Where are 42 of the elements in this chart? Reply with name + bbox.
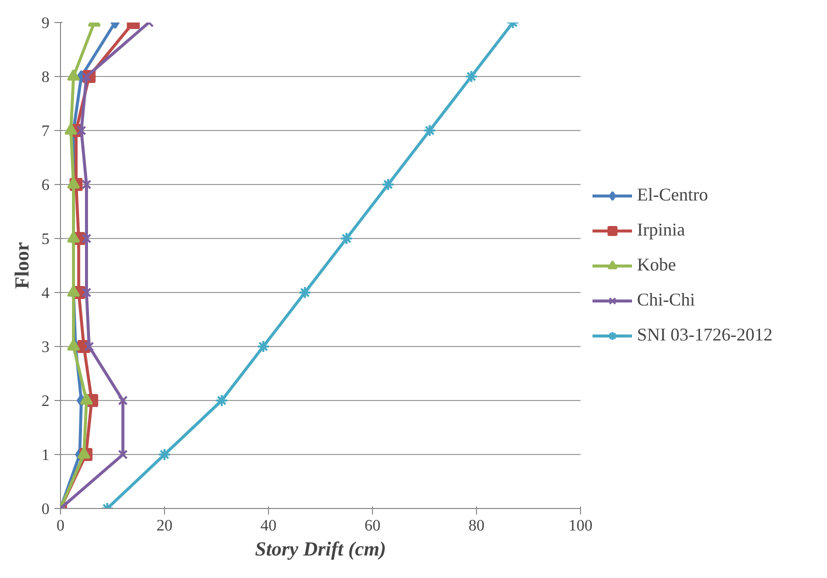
x-tick-label: 100 bbox=[568, 518, 592, 534]
y-tick-label: 9 bbox=[42, 15, 50, 32]
y-tick-label: 6 bbox=[42, 177, 50, 194]
point bbox=[67, 69, 80, 81]
legend-label: Kobe bbox=[637, 254, 676, 276]
x-tick-label: 0 bbox=[56, 518, 64, 534]
point bbox=[464, 70, 478, 83]
y-tick-label: 2 bbox=[42, 393, 50, 410]
legend-label: Chi-Chi bbox=[637, 290, 696, 310]
point bbox=[82, 234, 92, 244]
y-axis-title: Floor bbox=[12, 242, 34, 289]
point bbox=[382, 178, 395, 191]
point bbox=[118, 396, 128, 406]
y-tick-label: 3 bbox=[42, 339, 50, 356]
x-tick-label: 20 bbox=[156, 518, 172, 534]
y-tick-label: 1 bbox=[42, 447, 50, 464]
point bbox=[158, 448, 171, 461]
point bbox=[84, 342, 94, 352]
y-tick-label: 7 bbox=[42, 123, 50, 140]
point bbox=[423, 124, 436, 137]
x-tick-label: 60 bbox=[364, 518, 380, 534]
point bbox=[67, 339, 80, 351]
y-tick-label: 4 bbox=[42, 285, 50, 302]
point bbox=[256, 340, 270, 353]
legend-label: El-Centro bbox=[637, 184, 708, 206]
point bbox=[82, 288, 92, 298]
point bbox=[80, 393, 93, 405]
x-tick-label: 40 bbox=[260, 518, 276, 534]
y-tick-label: 5 bbox=[42, 231, 50, 248]
y-tick-label: 0 bbox=[42, 501, 50, 518]
point bbox=[76, 126, 86, 136]
legend-label: SNI 03-1726-2012 bbox=[637, 324, 772, 346]
y-tick-label: 8 bbox=[42, 69, 50, 86]
point bbox=[215, 394, 228, 407]
point bbox=[298, 286, 312, 299]
point bbox=[82, 180, 92, 190]
x-tick-label: 80 bbox=[468, 518, 484, 534]
point bbox=[118, 450, 128, 460]
point bbox=[340, 232, 353, 245]
point bbox=[64, 123, 78, 135]
legend-label: Irpinia bbox=[637, 220, 685, 240]
x-axis-title: Story Drift (cm) bbox=[254, 538, 386, 560]
